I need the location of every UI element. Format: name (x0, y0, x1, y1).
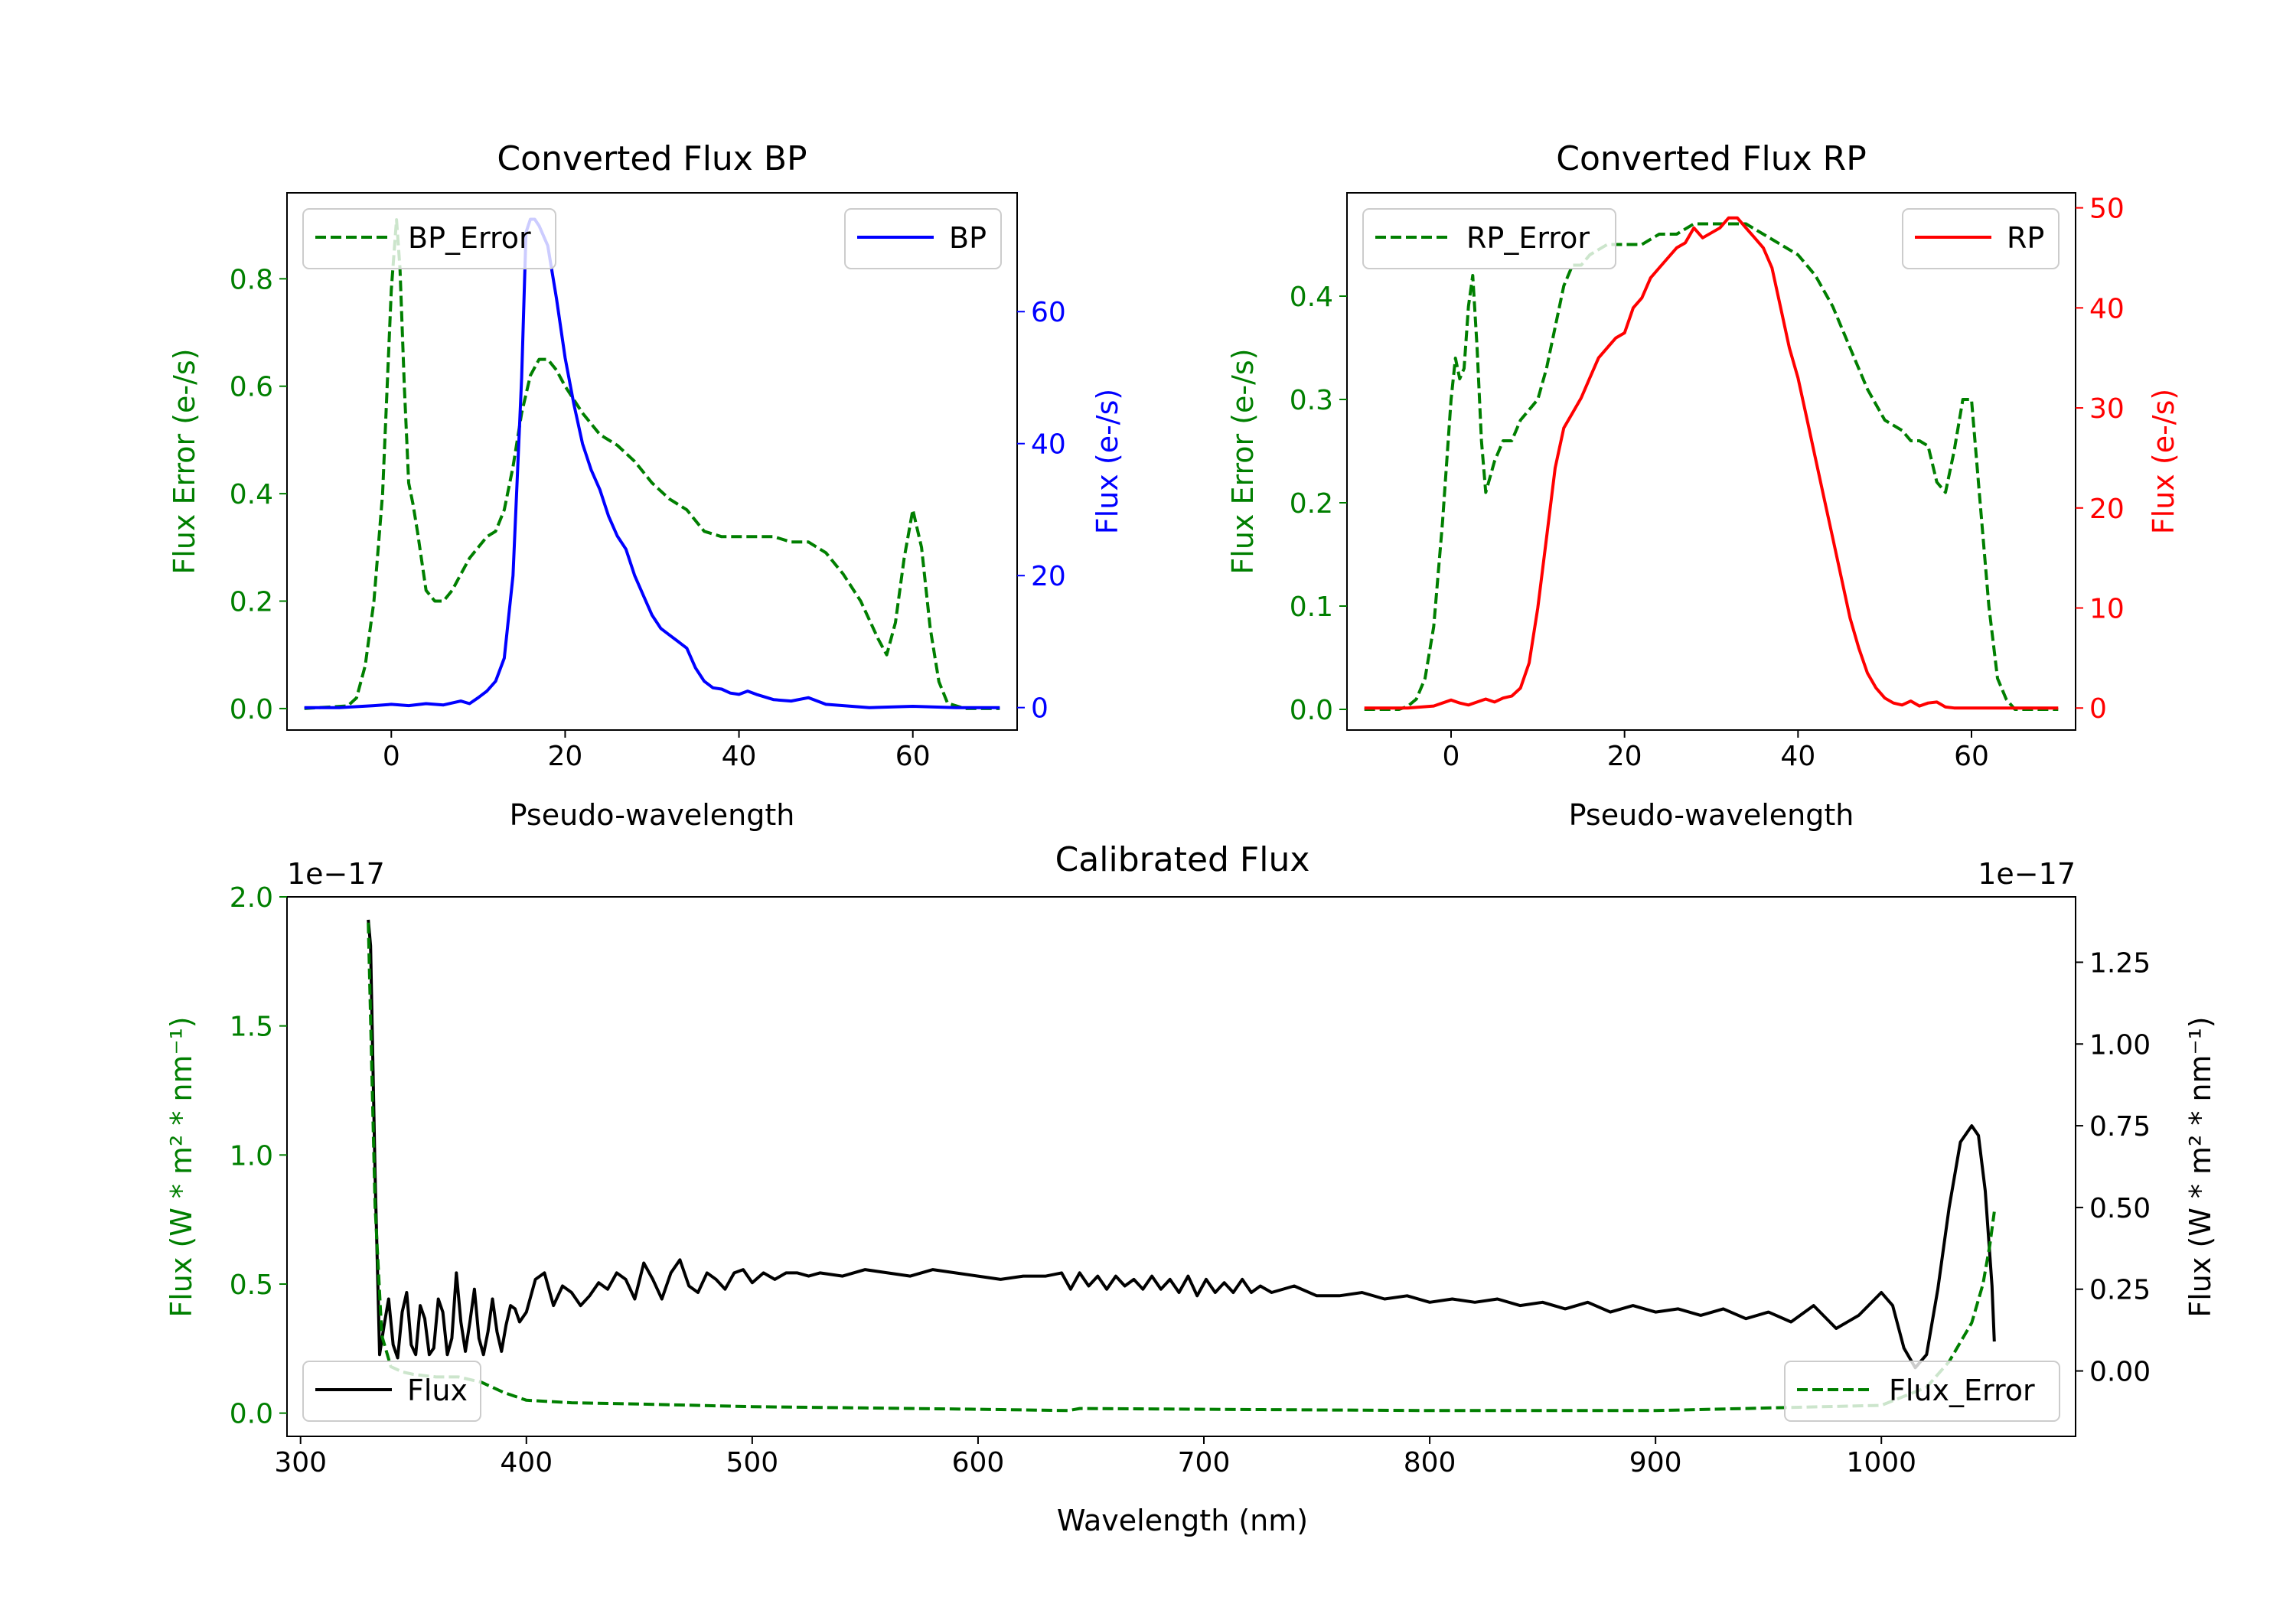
cal-ytick-left-label: 0.0 (230, 1399, 273, 1430)
cal-legend-right-label: Flux_Error (1889, 1374, 2035, 1407)
rp-xtick-label: 0 (1443, 741, 1460, 772)
bp-legend-left-box (302, 208, 556, 269)
cal-xlabel: Wavelength (nm) (1057, 1504, 1308, 1537)
cal-xtick-label: 900 (1629, 1447, 1682, 1478)
cal-ytick-left-label: 1.5 (230, 1012, 273, 1043)
cal-ytick-right-label: 0.25 (2089, 1275, 2151, 1306)
rp-plot-area (1364, 216, 2059, 711)
bp-ytick-left-label: 0.2 (230, 587, 273, 618)
bp-xtick-label: 60 (895, 741, 931, 772)
cal-ytick-left-label: 0.5 (230, 1270, 273, 1301)
bp-ylabel-right: Flux (e-/s) (1091, 389, 1124, 534)
rp-ytick-left-label: 0.4 (1290, 282, 1333, 313)
cal-panel: Calibrated Flux 1e−17 1e−17 300 400 500 600… (165, 840, 2217, 1537)
rp-title: Converted Flux RP (1556, 139, 1867, 178)
bp-ytick-left-label: 0.4 (230, 479, 273, 510)
bp-legend-left-label: BP_Error (408, 221, 531, 255)
cal-xtick-label: 700 (1178, 1447, 1231, 1478)
bp-legend-left: BP_Error (302, 208, 556, 269)
rp-ytick-left-label: 0.2 (1290, 488, 1333, 520)
cal-ylabel-left: Flux (W * m² * nm⁻¹) (165, 1016, 198, 1317)
cal-xtick-label: 1000 (1846, 1447, 1916, 1478)
rp-ytick-right-label: 40 (2089, 293, 2125, 324)
cal-ytick-right-label: 0.75 (2089, 1111, 2151, 1143)
bp-xtick-label: 20 (548, 741, 583, 772)
rp-ytick-right-label: 50 (2089, 194, 2125, 225)
cal-xtick-label: 500 (726, 1447, 778, 1478)
bp-ytick-right-label: 0 (1031, 693, 1049, 725)
bp-axes-frame (286, 192, 1018, 731)
rp-legend-right-label: RP (2007, 221, 2044, 255)
bp-xtick-label: 40 (722, 741, 757, 772)
bp-series-bp-error-line (304, 218, 1000, 710)
bp-ticks: 0 20 40 60 0.0 0.2 0.4 0.6 0.8 0 20 40 60 (230, 264, 1066, 772)
bp-ytick-left-label: 0.0 (230, 694, 273, 725)
bp-ytick-left-label: 0.8 (230, 264, 273, 295)
rp-legend-left: RP_Error (1362, 208, 1616, 269)
bp-ytick-left-label: 0.6 (230, 372, 273, 403)
cal-ytick-left-label: 2.0 (230, 882, 273, 914)
bp-legend-right: BP (844, 208, 1002, 269)
cal-axes-frame (286, 896, 2076, 1437)
rp-ytick-left-label: 0.1 (1290, 592, 1333, 623)
cal-ylabel-right: Flux (W * m² * nm⁻¹) (2183, 1016, 2217, 1317)
cal-offset-right: 1e−17 (1978, 857, 2076, 891)
rp-series-rp-line (1364, 216, 2059, 710)
cal-xtick-label: 400 (500, 1447, 553, 1478)
cal-xtick-label: 800 (1404, 1447, 1456, 1478)
rp-legend-left-box (1362, 208, 1616, 269)
cal-ytick-right-label: 0.00 (2089, 1357, 2151, 1388)
rp-xtick-label: 20 (1607, 741, 1642, 772)
rp-axes-frame (1346, 192, 2076, 731)
rp-xtick-label: 60 (1954, 741, 1989, 772)
cal-legend-left: Flux (302, 1361, 481, 1422)
rp-series-rp-error-line (1364, 222, 2059, 711)
cal-xtick-label: 600 (952, 1447, 1005, 1478)
cal-legend-right: Flux_Error (1784, 1361, 2060, 1422)
bp-xlabel: Pseudo-wavelength (510, 798, 795, 832)
bp-ytick-right-label: 20 (1031, 561, 1066, 592)
cal-legend-right-box (1784, 1361, 2060, 1422)
cal-offset-left: 1e−17 (287, 857, 385, 891)
rp-legend-left-label: RP_Error (1466, 221, 1590, 255)
rp-ytick-right-label: 10 (2089, 594, 2125, 625)
rp-xtick-label: 40 (1780, 741, 1815, 772)
bp-xtick-label: 0 (383, 741, 400, 772)
cal-title: Calibrated Flux (1055, 840, 1310, 879)
cal-ticks: 300 400 500 600 700 800 900 1000 0.0 0.5 1.0 1.5 2.0… (230, 882, 2151, 1478)
bp-series-bp-line (304, 217, 1000, 709)
rp-ytick-left-label: 0.0 (1290, 695, 1333, 726)
rp-ytick-right-label: 20 (2089, 494, 2125, 525)
rp-ylabel-left: Flux Error (e-/s) (1226, 348, 1260, 574)
cal-ytick-right-label: 1.00 (2089, 1029, 2151, 1061)
bp-plot-area (304, 217, 1000, 710)
bp-ylabel-left: Flux Error (e-/s) (168, 348, 201, 574)
bp-title: Converted Flux BP (497, 139, 807, 178)
rp-ytick-right-label: 30 (2089, 393, 2125, 425)
bp-ytick-right-label: 60 (1031, 297, 1066, 328)
rp-panel: Converted Flux RP 0 20 40 60 0.0 0.1 0.2 0.3 0.4… (1226, 139, 2180, 832)
bp-ytick-right-label: 40 (1031, 429, 1066, 461)
cal-series-flux-line (367, 919, 1996, 1370)
rp-ylabel-right: Flux (e-/s) (2147, 389, 2180, 534)
rp-ticks: 0 20 40 60 0.0 0.1 0.2 0.3 0.4 0 10 20 30 40 50 (1290, 194, 2125, 772)
cal-ytick-right-label: 1.25 (2089, 947, 2151, 979)
rp-ytick-right-label: 0 (2089, 693, 2107, 725)
bp-legend-right-label: BP (949, 221, 987, 255)
cal-xtick-label: 300 (274, 1447, 327, 1478)
cal-ytick-right-label: 0.50 (2089, 1193, 2151, 1224)
bp-panel: Converted Flux BP 0 20 40 60 0.0 0.2 0.4 0.6 0.8… (168, 139, 1124, 832)
rp-legend-right: RP (1902, 208, 2060, 269)
cal-legend-left-label: Flux (407, 1374, 468, 1407)
cal-ytick-left-label: 1.0 (230, 1140, 273, 1172)
rp-xlabel: Pseudo-wavelength (1569, 798, 1854, 832)
rp-ytick-left-label: 0.3 (1290, 385, 1333, 416)
